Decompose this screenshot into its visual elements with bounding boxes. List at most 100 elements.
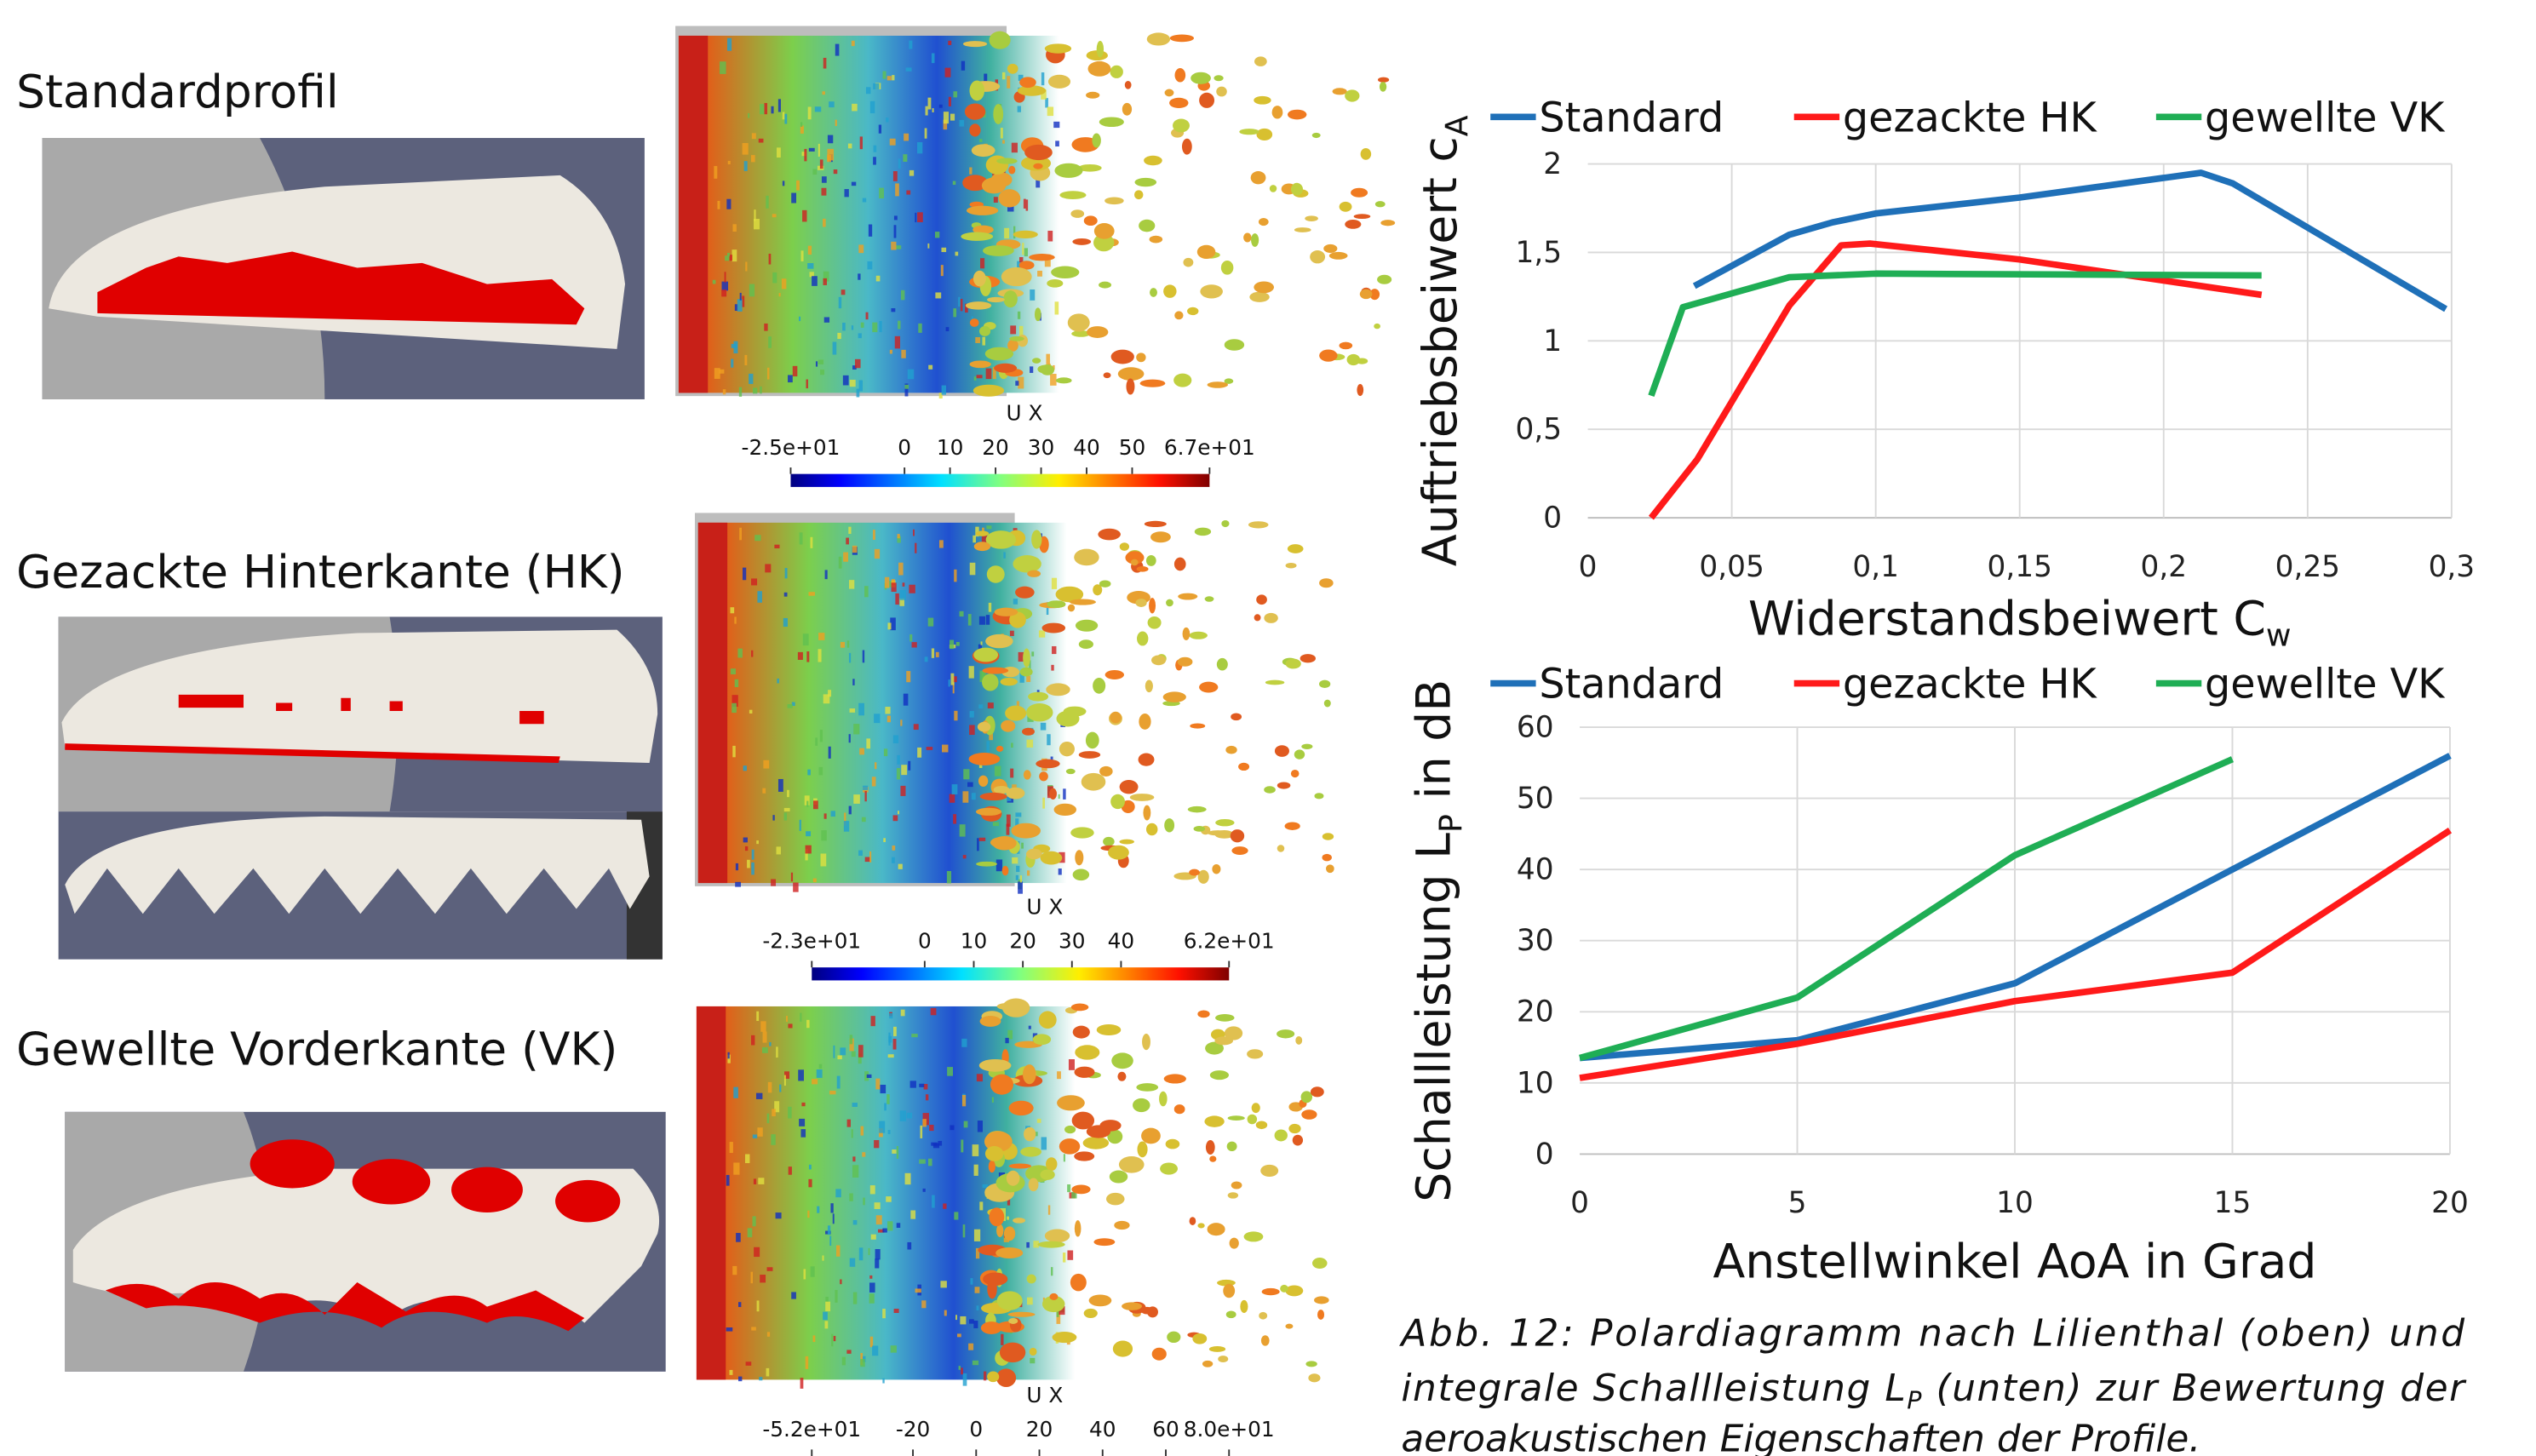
turbulence <box>868 1247 870 1256</box>
turbulence <box>1047 1205 1051 1215</box>
turbulence <box>896 1146 899 1159</box>
turbulence <box>864 586 869 598</box>
x-tick-label: 0,1 <box>1852 550 1899 584</box>
turbulence <box>989 733 994 741</box>
colorbar-tick-label: -5.2e+01 <box>762 1417 861 1442</box>
vortex-structure <box>1265 679 1285 685</box>
vortex-structure <box>1323 244 1338 253</box>
turbulence <box>823 1311 828 1321</box>
turbulence <box>749 709 753 714</box>
vortex-structure <box>1317 1310 1325 1320</box>
turbulence <box>951 784 958 795</box>
vortex-structure <box>1108 845 1129 860</box>
vortex-structure <box>1144 155 1162 166</box>
vortex-structure <box>1377 274 1392 284</box>
turbulence <box>849 1258 856 1267</box>
colorbar-tick-label: 30 <box>1059 928 1086 953</box>
turbulence <box>829 1090 836 1095</box>
vortex-structure <box>1007 63 1018 74</box>
vortex-structure <box>975 530 990 536</box>
turbulence <box>766 367 770 380</box>
turbulence <box>879 187 885 199</box>
turbulence <box>732 249 737 262</box>
vortex-structure <box>1305 1361 1317 1367</box>
vortex-structure <box>1018 261 1035 270</box>
turbulence <box>954 1212 959 1220</box>
vortex-structure <box>973 225 994 234</box>
colorbar-tick-label: 40 <box>1073 435 1100 460</box>
turbulence <box>860 1359 865 1367</box>
turbulence <box>727 1052 730 1059</box>
turbulence <box>732 1265 737 1275</box>
vortex-structure <box>1071 1111 1095 1130</box>
turbulence <box>1002 140 1005 144</box>
turbulence <box>720 61 726 74</box>
turbulence <box>866 1074 872 1079</box>
vortex-structure <box>1285 1323 1294 1329</box>
turbulence <box>807 263 814 269</box>
vortex-structure <box>1136 353 1146 363</box>
vortex-structure <box>1227 1115 1245 1121</box>
vortex-structure <box>1305 215 1318 222</box>
turbulence <box>869 1275 873 1279</box>
turbulence <box>1011 742 1013 748</box>
turbulence <box>800 1378 804 1389</box>
vortex-structure <box>1025 848 1042 860</box>
turbulence <box>823 278 828 285</box>
turbulence <box>721 289 727 297</box>
turbulence <box>771 879 777 886</box>
turbulence <box>823 813 827 819</box>
turbulence <box>892 1039 897 1050</box>
vortex-structure <box>1144 520 1167 528</box>
vortex-structure <box>1110 349 1134 364</box>
turbulence <box>994 765 1001 777</box>
vortex-structure <box>1151 655 1167 666</box>
turbulence <box>766 1332 771 1337</box>
turbulence <box>991 1097 994 1103</box>
turbulence <box>977 838 979 851</box>
turbulence <box>805 845 812 854</box>
vortex-structure <box>1137 1141 1148 1158</box>
vortex-structure <box>1207 1223 1225 1236</box>
turbulence <box>828 746 831 759</box>
turbulence <box>958 1366 961 1370</box>
vortex-structure <box>1319 349 1338 362</box>
turbulence <box>1047 734 1051 746</box>
y-axis-title-text: Schallleistung L <box>1408 833 1462 1202</box>
turbulence <box>766 1113 770 1124</box>
turbulence <box>960 298 963 312</box>
vortex-structure <box>1360 147 1372 160</box>
vortex-structure <box>1007 1311 1036 1317</box>
turbulence <box>924 128 927 139</box>
vortex-structure <box>1070 1273 1087 1292</box>
turbulence <box>1030 1357 1036 1364</box>
vortex-structure <box>990 836 1017 849</box>
turbulence <box>969 711 974 718</box>
turbulence <box>931 53 935 64</box>
vortex-structure <box>995 1247 1024 1258</box>
turbulence <box>890 617 896 631</box>
turbulence <box>778 293 781 297</box>
vortex-structure <box>1044 1229 1070 1243</box>
turbulence <box>1012 857 1018 864</box>
y-tick-label: 30 <box>1517 924 1554 958</box>
turbulence <box>975 1247 980 1259</box>
turbulence <box>1055 140 1059 147</box>
vortex-structure <box>1005 705 1027 721</box>
turbulence <box>971 316 973 320</box>
turbulence <box>1019 325 1024 339</box>
turbulence <box>756 840 759 845</box>
vortex-structure <box>1103 836 1115 846</box>
turbulence <box>734 679 739 688</box>
turbulence <box>781 278 787 289</box>
turbulence <box>760 104 765 115</box>
vortex-structure <box>1082 1137 1110 1149</box>
turbulence <box>929 1124 934 1132</box>
turbulence <box>732 224 737 232</box>
caption-line: aeroakustischen Eigenschaften der Profil… <box>1401 1417 2200 1456</box>
vortex-structure <box>1230 829 1245 843</box>
turbulence <box>852 365 857 370</box>
turbulence <box>756 1011 760 1022</box>
turbulence <box>899 598 904 606</box>
vortex-structure <box>1099 765 1113 777</box>
